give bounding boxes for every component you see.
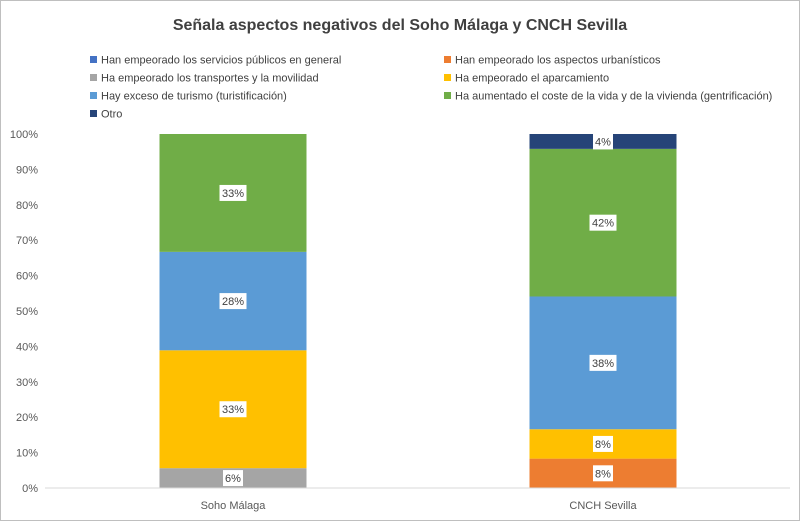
data-label-box [219, 293, 247, 310]
legend-item: Hay exceso de turismo (turistificación) [90, 91, 287, 103]
legend-label: Ha empeorado los transportes y la movili… [101, 73, 319, 85]
data-label-box [219, 184, 247, 201]
data-label-box [593, 133, 613, 150]
y-axis: 0% 10% 20% 30% 40% 50% 60% 70% 80% 90% 100% [10, 129, 38, 495]
legend-label: Otro [101, 109, 122, 121]
data-label-box [593, 435, 613, 452]
legend-swatch [444, 56, 451, 63]
legend-swatch [90, 110, 97, 117]
legend-swatch [90, 56, 97, 63]
x-tick-label: Soho Málaga [201, 500, 267, 512]
data-label-box [593, 465, 613, 482]
legend-item: Otro [90, 109, 122, 121]
data-label-box [223, 470, 243, 487]
legend: Han empeorado los servicios públicos en … [90, 55, 772, 121]
y-tick-label: 90% [16, 164, 38, 176]
legend-swatch [444, 74, 451, 81]
data-label: 33% [222, 188, 244, 200]
y-tick-label: 30% [16, 377, 38, 389]
y-tick-label: 60% [16, 271, 38, 283]
legend-item: Han empeorado los servicios públicos en … [90, 55, 341, 67]
legend-label: Ha aumentado el coste de la vida y de la… [455, 91, 772, 103]
data-label-box [589, 214, 617, 231]
data-label-box [219, 401, 247, 418]
legend-label: Ha empeorado el aparcamiento [455, 73, 609, 85]
legend-label: Han empeorado los aspectos urbanísticos [455, 55, 661, 67]
y-tick-label: 0% [22, 483, 38, 495]
legend-item: Han empeorado los aspectos urbanísticos [444, 55, 661, 67]
y-tick-label: 50% [16, 306, 38, 318]
data-label-box [589, 354, 617, 371]
data-label: 4% [595, 136, 611, 148]
y-tick-label: 70% [16, 235, 38, 247]
data-label: 28% [222, 296, 244, 308]
legend-item: Ha aumentado el coste de la vida y de la… [444, 91, 772, 103]
y-tick-label: 80% [16, 200, 38, 212]
data-label: 8% [595, 439, 611, 451]
legend-label: Hay exceso de turismo (turistificación) [101, 91, 287, 103]
data-label: 42% [592, 218, 614, 230]
legend-swatch [90, 74, 97, 81]
legend-label: Han empeorado los servicios públicos en … [101, 55, 341, 67]
data-label: 8% [595, 468, 611, 480]
data-label: 6% [225, 473, 241, 485]
legend-swatch [444, 92, 451, 99]
y-tick-label: 20% [16, 412, 38, 424]
chart-title: Señala aspectos negativos del Soho Málag… [173, 17, 627, 34]
data-label: 38% [592, 358, 614, 370]
x-axis: Soho Málaga CNCH Sevilla [201, 500, 638, 512]
legend-item: Ha empeorado los transportes y la movili… [90, 73, 319, 85]
y-tick-label: 100% [10, 129, 38, 141]
bars: 6% 33% 28% 33% 8% 8% 38% 42% 4% [159, 133, 677, 488]
y-tick-label: 40% [16, 341, 38, 353]
x-tick-label: CNCH Sevilla [569, 500, 637, 512]
legend-swatch [90, 92, 97, 99]
data-label: 33% [222, 404, 244, 416]
y-tick-label: 10% [16, 448, 38, 460]
legend-item: Ha empeorado el aparcamiento [444, 73, 609, 85]
